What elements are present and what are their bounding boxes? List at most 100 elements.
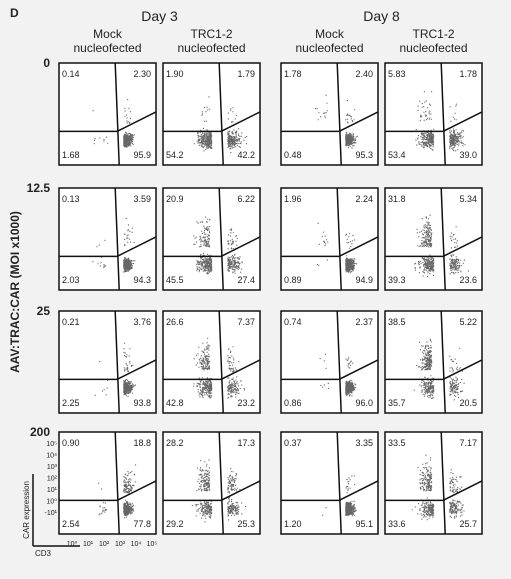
quadrant-label-lower-right: 42.2 [237,150,255,160]
gate-line-horizontal [385,480,483,502]
quadrant-label-lower-left: 2.54 [62,519,80,529]
gate-line-vertical [114,431,120,535]
quadrant-label-upper-left: 0.37 [284,438,302,448]
gate-line-vertical [336,187,342,291]
quadrant-label-upper-right: 7.17 [459,438,477,448]
panel-frame [384,62,483,166]
scatter-panel: 31.8 5.34 39.3 23.6 [384,187,483,291]
quadrant-label-upper-right: 1.79 [237,69,255,79]
scatter-panel: 0.13 3.59 2.03 94.3 [58,187,157,291]
column-header-line2: nucleofected [73,41,141,55]
quadrant-label-upper-right: 5.22 [459,317,477,327]
scatter-panel: 26.6 7.37 42.8 23.2 [162,310,261,414]
gate-line-horizontal [281,236,379,258]
gate-line-horizontal [163,236,261,258]
scatter-panel: 20.9 6.22 45.5 27.4 [162,187,261,291]
scatter-events [319,353,357,397]
panel-frame [280,431,379,535]
quadrant-label-lower-right: 94.3 [133,275,151,285]
gate-line-horizontal [281,111,379,133]
gate-line-horizontal [385,236,483,258]
gate-line-vertical [440,310,446,414]
panel-frame [58,62,157,166]
quadrant-label-upper-right: 1.78 [459,69,477,79]
scatter-panel: 0.14 2.30 1.68 95.9 [58,62,157,166]
x-tick-label: 10² [99,541,110,548]
quadrant-label-upper-left: 1.96 [284,194,302,204]
scatter-panel: 0.74 2.37 0.86 96.0 [280,310,379,414]
quadrant-label-upper-right: 18.8 [133,438,151,448]
gate-line-horizontal [59,236,157,258]
scatter-events [193,216,243,278]
quadrant-label-upper-right: 2.24 [355,194,373,204]
gate-line-horizontal [163,480,261,502]
x-axis-title: CD3 [35,549,52,558]
quadrant-label-lower-left: 53.4 [388,150,406,160]
gate-line-vertical [336,62,342,166]
row-label: 0 [43,56,50,70]
y-tick-label: 10⁰ [46,498,57,506]
y-tick-label: 10⁴ [46,453,57,460]
quadrant-label-lower-right: 96.0 [355,398,373,408]
quadrant-label-lower-left: 35.7 [388,398,406,408]
scatter-panel: 1.96 2.24 0.89 94.9 [280,187,379,291]
scatter-panel: 0.90 18.8 2.54 77.8 [58,431,157,535]
panel-frame [58,310,157,414]
quadrant-label-upper-left: 0.14 [62,69,80,79]
panel-frame [162,431,261,535]
quadrant-label-lower-right: 95.1 [355,519,373,529]
gate-line-horizontal [385,111,483,133]
row-label: 25 [37,304,51,318]
gate-line-horizontal [163,359,261,381]
gate-line-vertical [440,431,446,535]
quadrant-label-lower-right: 25.7 [459,519,477,529]
gate-line-vertical [114,62,120,166]
quadrant-label-lower-right: 23.6 [459,275,477,285]
quadrant-label-upper-left: 28.2 [166,438,184,448]
gate-line-vertical [114,310,120,414]
quadrant-label-lower-right: 25.3 [237,519,255,529]
x-tick-label: 10¹ [83,541,94,548]
quadrant-label-lower-right: 94.9 [355,275,373,285]
scatter-events [191,459,247,523]
scatter-events [98,464,137,519]
scatter-panel: 0.37 3.35 1.20 95.1 [280,431,379,535]
quadrant-label-lower-left: 0.86 [284,398,302,408]
quadrant-label-lower-left: 29.2 [166,519,184,529]
scatter-panel: 5.83 1.78 53.4 39.0 [384,62,483,166]
gate-line-vertical [218,431,224,535]
quadrant-label-lower-left: 2.03 [62,275,80,285]
quadrant-label-upper-right: 5.34 [459,194,477,204]
panel-frame [384,187,483,291]
x-tick-label: 10⁴ [131,541,142,548]
quadrant-label-upper-right: 2.37 [355,317,373,327]
panel-frame [280,310,379,414]
panel-frame [162,310,261,414]
panel-frame [384,310,483,414]
day-header: Day 3 [141,8,178,24]
quadrant-label-lower-left: 0.89 [284,275,302,285]
gate-line-vertical [218,187,224,291]
quadrant-label-lower-left: 1.20 [284,519,302,529]
quadrant-label-upper-left: 33.5 [388,438,406,448]
quadrant-label-upper-left: 0.90 [62,438,80,448]
quadrant-label-lower-right: 95.9 [133,150,151,160]
panel-frame [162,62,261,166]
quadrant-label-lower-left: 2.25 [62,398,80,408]
x-tick-label: 10⁵ [147,541,158,548]
scatter-events [414,214,469,277]
scatter-events [316,222,358,274]
scatter-events [92,217,136,273]
quadrant-label-upper-right: 2.30 [133,69,151,79]
quadrant-label-upper-left: 0.74 [284,317,302,327]
y-tick-label: 10³ [47,464,58,471]
quadrant-label-lower-left: 45.5 [166,275,184,285]
quadrant-label-lower-left: 54.2 [166,150,184,160]
quadrant-label-lower-left: 1.68 [62,150,80,160]
panel-frame [384,431,483,535]
axis-key: CAR expression CD3 10⁵ 10⁴ 10³ 10² 10¹ 10⁰ -10¹ 1… [22,441,157,558]
y-tick-label: 10¹ [47,487,58,494]
quadrant-label-upper-right: 2.40 [355,69,373,79]
quadrant-label-lower-right: 39.0 [459,150,477,160]
panel-frame [280,187,379,291]
